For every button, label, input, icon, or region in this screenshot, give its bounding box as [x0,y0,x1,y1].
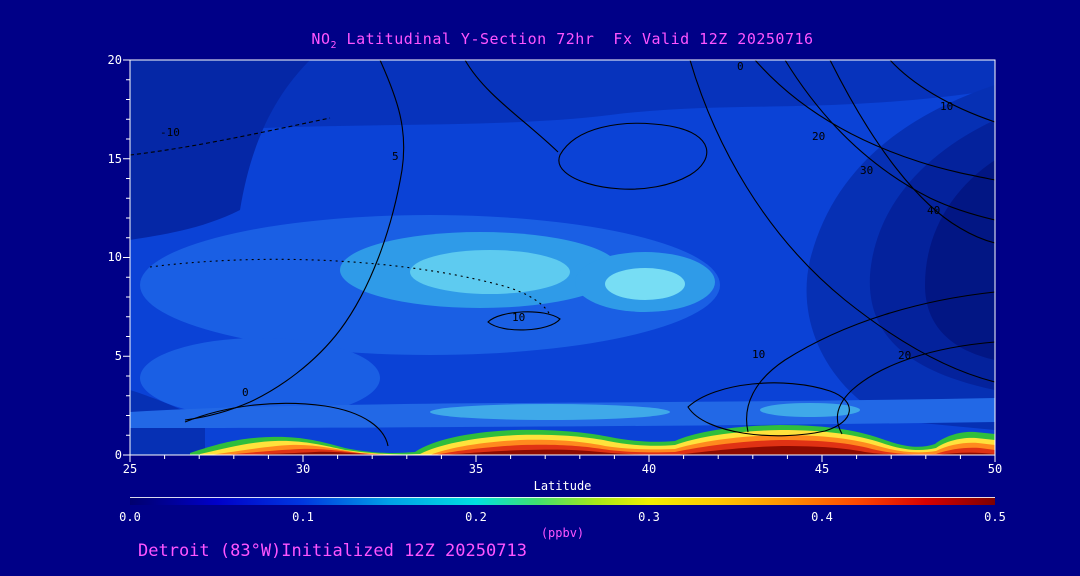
colorbar-tick-label: 0.3 [638,510,660,524]
surface-no2-layer [190,425,995,455]
x-tick-label: 35 [468,462,484,476]
contour-label: 10 [940,100,953,113]
x-tick-row: 25 30 35 40 45 50 [115,462,1010,478]
footer-caption: Detroit (83°W)Initialized 12Z 20250713 [138,541,527,561]
gas-name: NO [311,30,331,48]
colorbar-unit-label: (ppbv) [540,526,585,540]
y-tick-label: 0 [114,448,122,462]
colorbar-gradient [130,497,995,505]
y-tick-label: 20 [107,53,122,67]
y-tick-label: 15 [107,152,122,166]
plot-title: NO2 Latitudinal Y-Section 72hr Fx Valid … [130,30,995,51]
contour-lines [129,59,996,447]
contour-label: 5 [392,150,399,163]
y-axis-ticks [123,59,130,456]
title-rest: Latitudinal Y-Section 72hr Fx Valid 12Z … [337,30,814,48]
x-axis-ticks [129,455,996,462]
colorbar-tick-label: 0.1 [292,510,314,524]
x-tick-label: 30 [295,462,311,476]
cross-section-plot: -10 5 0 10 20 30 40 10 10 20 0 [123,59,996,462]
contour-label: 10 [512,311,525,324]
contour-label: 20 [898,349,911,362]
x-tick-label: 45 [814,462,830,476]
contour-value-labels: -10 5 0 10 20 30 40 10 10 20 0 [160,60,953,399]
contour-label: 10 [752,348,765,361]
colorbar-tick-label: 0.4 [811,510,833,524]
colorbar-tick-label: 0.5 [984,510,1006,524]
x-tick-label: 50 [987,462,1003,476]
contour-label: -10 [160,126,180,139]
contour-label: 0 [242,386,249,399]
y-tick-label: 5 [114,349,122,363]
x-tick-label: 25 [122,462,138,476]
colorbar-tick-label: 0.0 [119,510,141,524]
x-tick-label: 40 [641,462,657,476]
no2-fill-field [130,60,995,455]
contour-label: 30 [860,164,873,177]
contour-label: 0 [737,60,744,73]
colorbar-tick-label: 0.2 [465,510,487,524]
contour-label: 20 [812,130,825,143]
x-axis-label: Latitude [533,479,592,493]
gas-subscript: 2 [330,40,338,51]
colorbar-tick-row: 0.0 0.1 0.2 0.3 0.4 0.5 [115,510,1010,526]
y-tick-label: 10 [107,250,122,264]
contour-label: 40 [927,204,940,217]
